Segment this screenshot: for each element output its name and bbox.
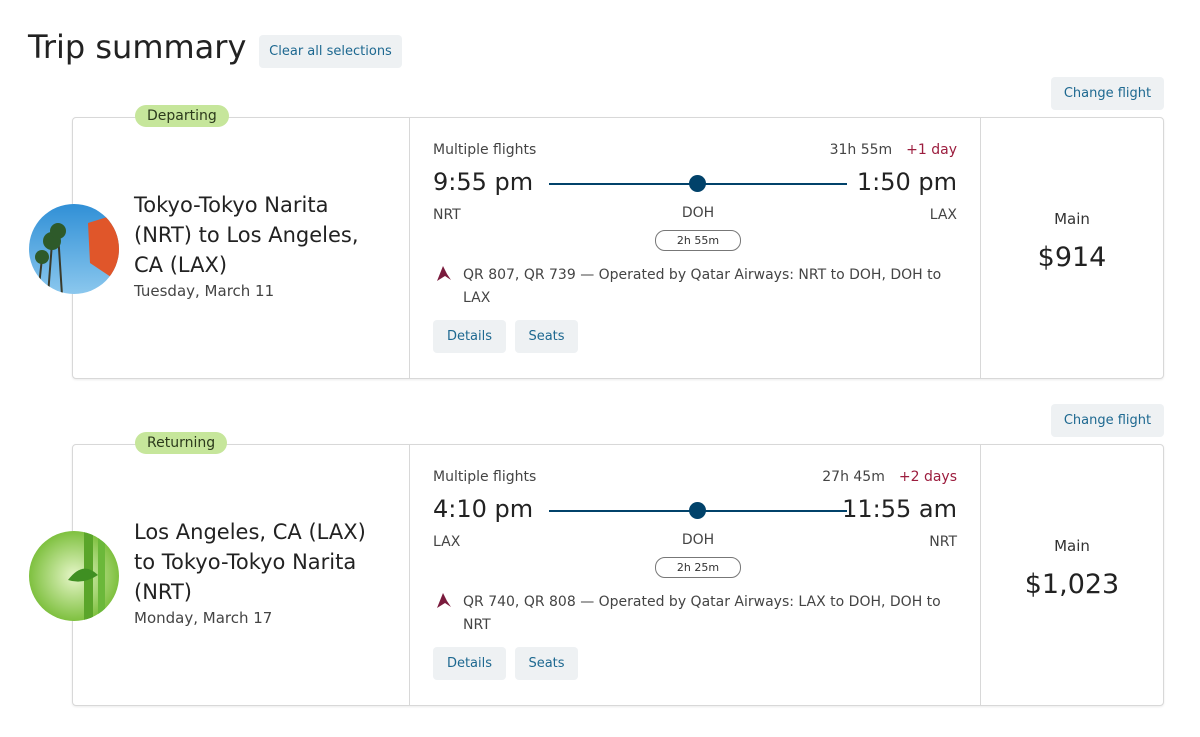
stop-dot — [689, 175, 706, 192]
trip-card: Departing Tokyo-Tokyo Narita (NRT) to Lo… — [29, 105, 1164, 379]
seats-button[interactable]: Seats — [515, 647, 578, 680]
stops-label: Multiple flights — [433, 469, 537, 485]
page-title: Trip summary — [28, 28, 247, 66]
details-button[interactable]: Details — [433, 320, 506, 353]
trip-date: Monday, March 17 — [134, 609, 273, 627]
depart-time: 9:55 pm — [433, 168, 534, 196]
duration-row: 31h 55m +1 day — [830, 142, 957, 158]
divider — [980, 118, 981, 378]
destination: NRT — [929, 534, 957, 550]
fare-class: Main — [1054, 537, 1090, 555]
divider — [409, 118, 410, 378]
origin: NRT — [433, 207, 461, 223]
change-flight-button[interactable]: Change flight — [1051, 77, 1164, 110]
seats-button[interactable]: Seats — [515, 320, 578, 353]
price: $914 — [1037, 242, 1107, 273]
stop-dot — [689, 502, 706, 519]
day-offset: +1 day — [906, 142, 957, 158]
change-flight-button[interactable]: Change flight — [1051, 404, 1164, 437]
stop: DOH — [681, 532, 715, 548]
flight-info: QR 807, QR 739 — Operated by Qatar Airwa… — [463, 267, 942, 306]
clear-button[interactable]: Clear all selections — [259, 35, 402, 68]
destination: LAX — [929, 207, 957, 223]
duration: 27h 45m — [822, 469, 885, 485]
destination-photo — [29, 531, 119, 621]
trip-badge: Departing — [135, 105, 229, 127]
details-button[interactable]: Details — [433, 647, 506, 680]
divider — [980, 445, 981, 705]
divider — [409, 445, 410, 705]
layover: 2h 55m — [655, 230, 741, 251]
flight-info: QR 740, QR 808 — Operated by Qatar Airwa… — [463, 594, 941, 633]
destination-photo — [29, 204, 119, 294]
arrive-time: 1:50 pm — [856, 168, 957, 196]
origin: LAX — [433, 534, 461, 550]
stop: DOH — [681, 205, 715, 221]
duration: 31h 55m — [829, 142, 893, 158]
duration-row: 27h 45m +2 days — [822, 469, 957, 485]
route: Los Angeles, CA (LAX) to Tokyo-Tokyo Nar… — [134, 520, 366, 604]
stops-label: Multiple flights — [433, 142, 537, 158]
trip-badge: Returning — [135, 432, 228, 454]
airline-logo — [437, 593, 451, 608]
fare-class: Main — [1054, 210, 1090, 228]
day-offset: +2 days — [898, 469, 957, 485]
airline-logo — [437, 266, 451, 281]
depart-time: 4:10 pm — [433, 495, 534, 523]
arrive-time: 11:55 am — [842, 495, 957, 523]
price: $1,023 — [1024, 569, 1120, 600]
trip-date: Tuesday, March 11 — [134, 282, 275, 300]
trip-card: Returning Los Angeles, CA (LAX) to Tokyo… — [29, 432, 1164, 706]
layover: 2h 25m — [655, 557, 741, 578]
route: Tokyo-Tokyo Narita (NRT) to Los Angeles,… — [134, 193, 359, 277]
